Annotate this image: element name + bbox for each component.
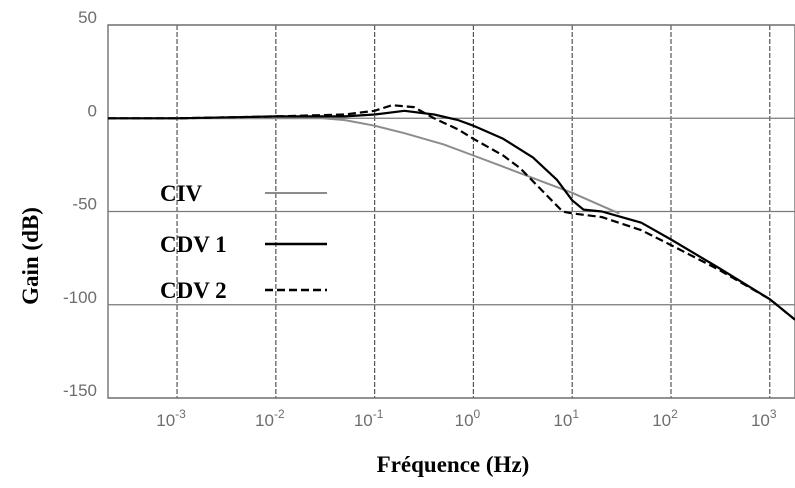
y-tick-label: 50 — [78, 8, 97, 27]
legend-label: CDV 1 — [160, 232, 227, 257]
series-line-cdv-1 — [108, 109, 795, 321]
x-axis-title: Fréquence (Hz) — [377, 452, 530, 477]
tick-labels: 10-3 10-2 10-1 100 101 102 103 50 0 -50 -100 -150 — [63, 8, 777, 430]
legend-label: CDV 2 — [160, 278, 227, 303]
x-tick-label: 101 — [553, 407, 579, 430]
x-tick-label: 103 — [751, 407, 777, 430]
series-line-cdv-2 — [108, 104, 795, 321]
series-layer — [108, 104, 795, 321]
legend-label: CIV — [160, 181, 203, 206]
x-tick-label: 10-3 — [156, 407, 186, 430]
y-axis-title: Gain (dB) — [18, 207, 43, 305]
x-tick-label: 10-1 — [354, 407, 384, 430]
y-tick-label: 0 — [88, 101, 97, 120]
x-tick-label: 10-2 — [255, 407, 285, 430]
y-tick-label: -100 — [63, 288, 97, 307]
x-tick-label: 100 — [455, 407, 481, 430]
y-tick-label: -50 — [72, 195, 97, 214]
legend: CIV CDV 1 CDV 2 — [160, 181, 327, 303]
x-tick-label: 102 — [652, 407, 678, 430]
y-tick-label: -150 — [63, 381, 97, 400]
series-line-civ — [108, 117, 620, 215]
grid — [107, 24, 795, 399]
